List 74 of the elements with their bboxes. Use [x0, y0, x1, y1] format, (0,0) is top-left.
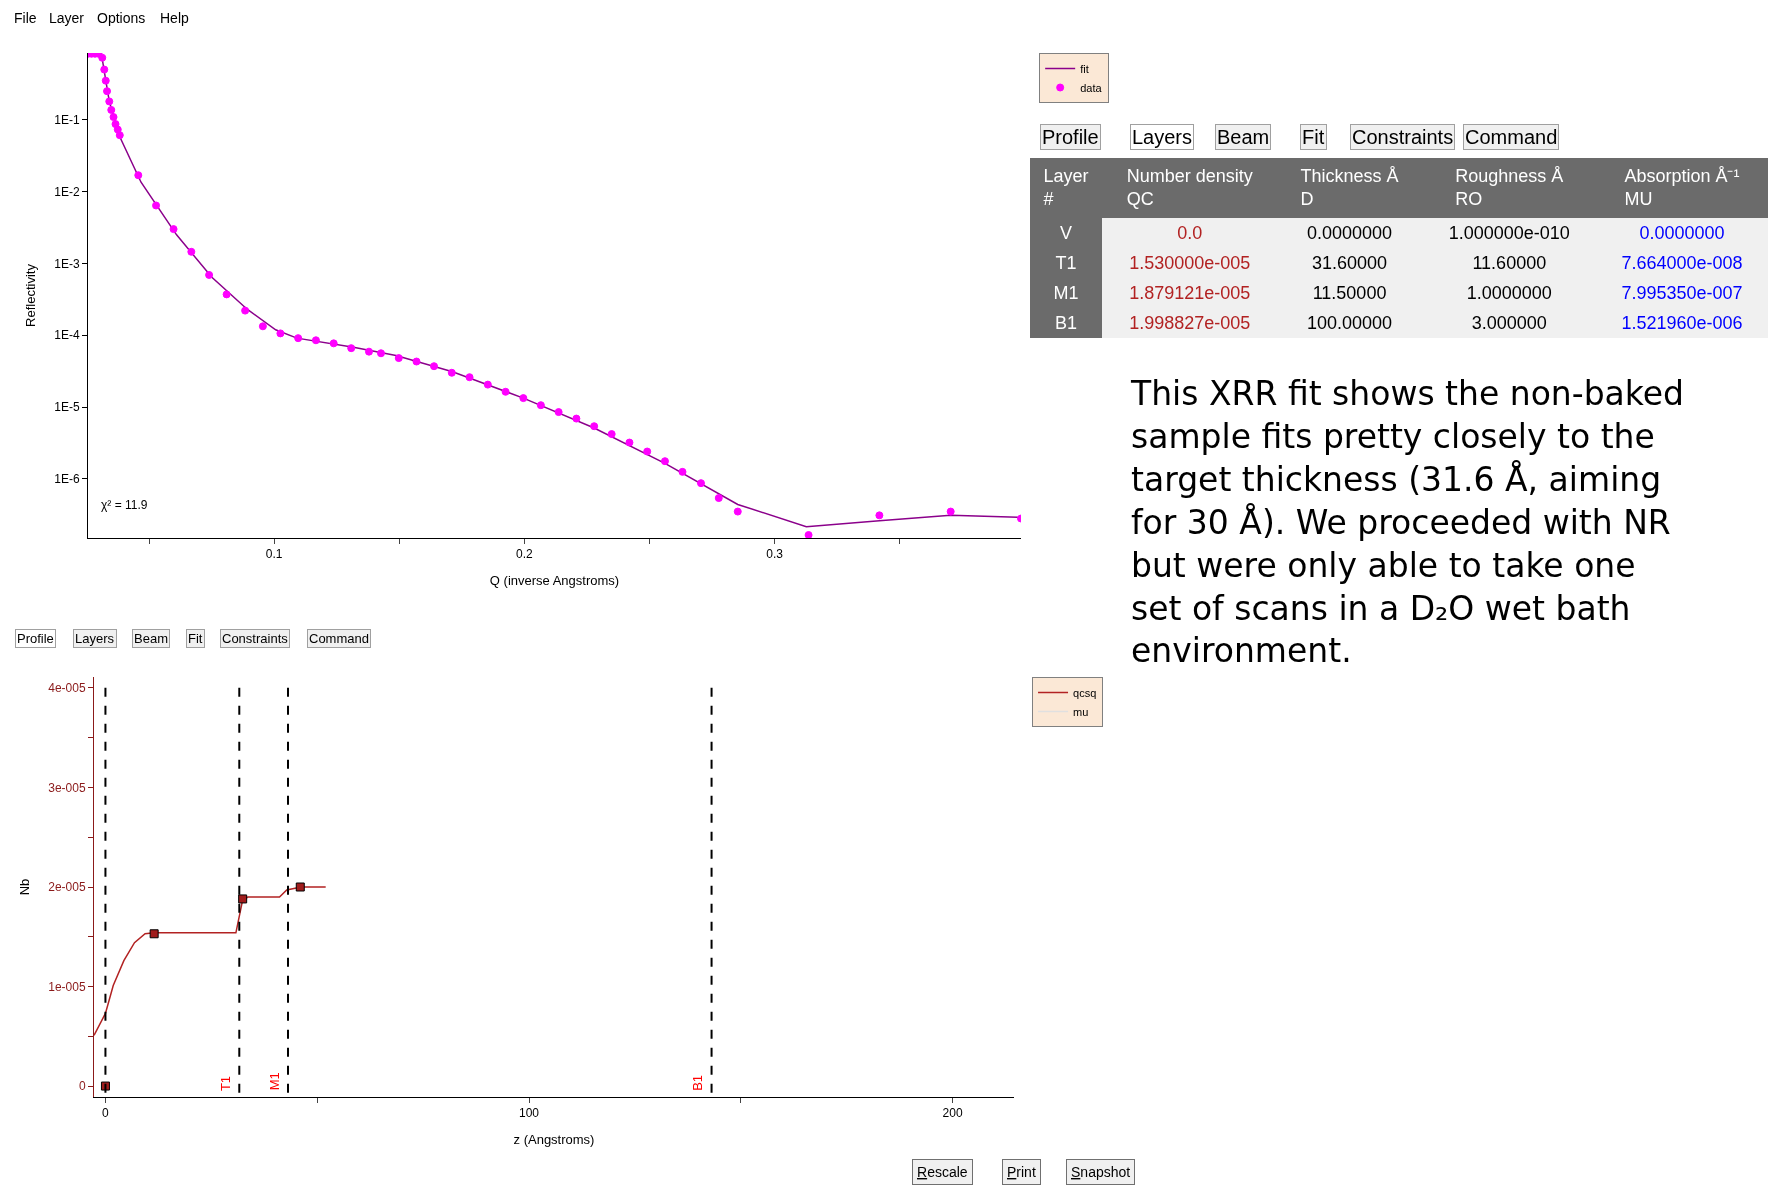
x-axis-title: z (Angstroms): [513, 1132, 595, 1147]
text: Profile: [1042, 126, 1099, 148]
category-label: Absorption Å⁻¹ MU: [1624, 166, 1740, 210]
category-label: T1: [1055, 252, 1077, 273]
text: This XRR fit shows the non-baked sample fits pretty closely to the target thickness (31.6 Å, aiming for 30 Å). We proceeded with NR but were only able to take one set of scans in a D₂O wet bath environment.: [1130, 374, 1684, 671]
text: Beam: [134, 631, 168, 646]
category-label: Layer #: [1043, 166, 1089, 210]
text: 1.000000e-010: [1448, 222, 1570, 243]
legend-label: qcsq: [1073, 686, 1097, 699]
text: 0.0: [1177, 222, 1203, 243]
text: 1.521960e-006: [1621, 312, 1743, 333]
text: 100.00000: [1306, 312, 1393, 333]
x-tick-label: 0.3: [766, 547, 784, 562]
ref-line-label: M1: [266, 1072, 282, 1091]
text: Command: [1465, 126, 1558, 148]
x-tick-label: 200: [942, 1106, 963, 1121]
y-tick-label: 1E-1: [54, 112, 80, 127]
x-tick-label: 0.1: [265, 547, 283, 562]
text: Fit: [1302, 126, 1325, 148]
x-axis-title: Q (inverse Angstroms): [489, 573, 620, 588]
x-tick-label: 0: [102, 1106, 110, 1121]
text: 1.998827e-005: [1129, 312, 1251, 333]
x-tick-label: 100: [518, 1106, 540, 1121]
legend-label: mu: [1073, 705, 1089, 718]
text: 3.000000: [1471, 312, 1547, 333]
ref-line-label: B1: [690, 1074, 706, 1091]
text: 11.50000: [1312, 282, 1387, 303]
text: 7.664000e-008: [1621, 252, 1743, 273]
text: Beam: [1217, 126, 1270, 148]
text: Constraints: [1352, 126, 1454, 148]
y-tick-label: 0: [78, 1079, 86, 1094]
text: Help: [160, 10, 190, 26]
y-tick-label: 1E-2: [54, 184, 80, 199]
text: 31.60000: [1312, 252, 1388, 273]
text: 0.0000000: [1306, 222, 1393, 243]
text: 0.0000000: [1639, 222, 1725, 243]
y-tick-label: 1E-6: [54, 472, 80, 487]
text: Options: [97, 10, 146, 26]
text: 1.879121e-005: [1129, 282, 1251, 303]
x-tick-label: 0.2: [516, 547, 534, 562]
text: Print: [1007, 1164, 1036, 1180]
category-label: B1: [1055, 312, 1078, 333]
text: Fit: [188, 631, 203, 646]
text: 1.0000000: [1466, 282, 1552, 303]
text: 7.995350e-007: [1621, 282, 1743, 303]
y-tick-label: 4e-005: [48, 681, 86, 696]
y-tick-label: 3e-005: [48, 780, 86, 795]
text: Command: [309, 631, 369, 646]
text: Layers: [1132, 126, 1193, 148]
y-axis-title: Reflectivity: [23, 263, 39, 327]
text: Constraints: [222, 631, 289, 646]
text: Layers: [75, 631, 115, 646]
category-label: Number density QC: [1126, 166, 1253, 210]
category-label: M1: [1053, 282, 1079, 303]
text: Snapshot: [1071, 1164, 1131, 1180]
category-label: Thickness Å D: [1300, 166, 1399, 210]
y-axis-title: Nb: [17, 878, 33, 896]
text: 1.530000e-005: [1129, 252, 1251, 273]
annotation: χ² = 11.9: [101, 498, 148, 512]
text: Profile: [17, 631, 54, 646]
ref-line-label: T1: [218, 1075, 234, 1092]
category-label: V: [1060, 222, 1073, 243]
legend-label: data: [1080, 81, 1103, 94]
y-tick-label: 1e-005: [48, 979, 86, 994]
text: Layer: [49, 10, 85, 26]
y-tick-label: 1E-4: [54, 328, 80, 343]
y-tick-label: 1E-5: [54, 400, 80, 415]
category-label: Roughness Å RO: [1455, 166, 1564, 210]
text: Rescale: [917, 1164, 968, 1180]
y-tick-label: 1E-3: [54, 256, 80, 271]
legend-label: fit: [1080, 62, 1089, 75]
y-tick-label: 2e-005: [48, 880, 86, 895]
text: File: [14, 10, 37, 26]
text: 11.60000: [1472, 252, 1547, 273]
